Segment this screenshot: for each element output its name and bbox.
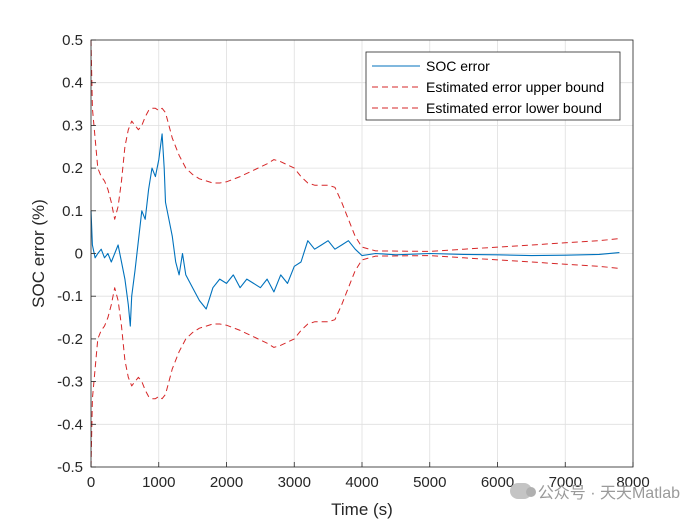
axis-ticks: 0 1000 2000 3000 4000 5000 6000 7000 8000 0.5 0.4 0… xyxy=(57,32,650,491)
x-tick-label: 8000 xyxy=(616,474,649,491)
y-tick-label: 0.2 xyxy=(62,160,83,177)
y-tick-label: 0 xyxy=(75,246,83,263)
y-tick-label: -0.3 xyxy=(57,374,83,391)
legend-label: Estimated error upper bound xyxy=(426,79,604,95)
y-axis-label: SOC error (%) xyxy=(29,199,48,308)
y-tick-label: -0.2 xyxy=(57,331,83,348)
legend-label: Estimated error lower bound xyxy=(426,100,602,116)
y-tick-label: 0.1 xyxy=(62,203,83,220)
y-tick-label: 0.3 xyxy=(62,117,83,134)
legend-label: SOC error xyxy=(426,58,490,74)
x-tick-label: 7000 xyxy=(549,474,582,491)
x-tick-label: 1000 xyxy=(142,474,175,491)
legend-items: SOC error Estimated error upper bound Esti… xyxy=(372,58,604,116)
series-line-0 xyxy=(90,133,620,327)
y-tick-label: -0.5 xyxy=(57,459,83,476)
series-line-2 xyxy=(90,255,620,468)
watermark: 公众号 · 天天Matlab xyxy=(509,479,680,503)
chat-bubble-icon xyxy=(509,483,536,499)
y-tick-label: 0.4 xyxy=(62,75,83,92)
x-tick-label: 0 xyxy=(87,474,95,491)
series-layer xyxy=(90,39,620,468)
x-tick-label: 2000 xyxy=(210,474,243,491)
x-tick-label: 4000 xyxy=(345,474,378,491)
x-tick-label: 6000 xyxy=(481,474,514,491)
y-tick-label: -0.1 xyxy=(57,288,83,305)
legend: SOC error Estimated error upper bound Esti… xyxy=(365,51,621,121)
x-axis-label: Time (s) xyxy=(331,500,393,519)
x-tick-label: 5000 xyxy=(413,474,446,491)
y-tick-label: -0.4 xyxy=(57,416,83,433)
y-tick-label: 0.5 xyxy=(62,32,83,49)
watermark-text: 公众号 · 天天Matlab xyxy=(537,485,680,502)
x-tick-label: 3000 xyxy=(278,474,311,491)
legend-box xyxy=(365,51,621,121)
